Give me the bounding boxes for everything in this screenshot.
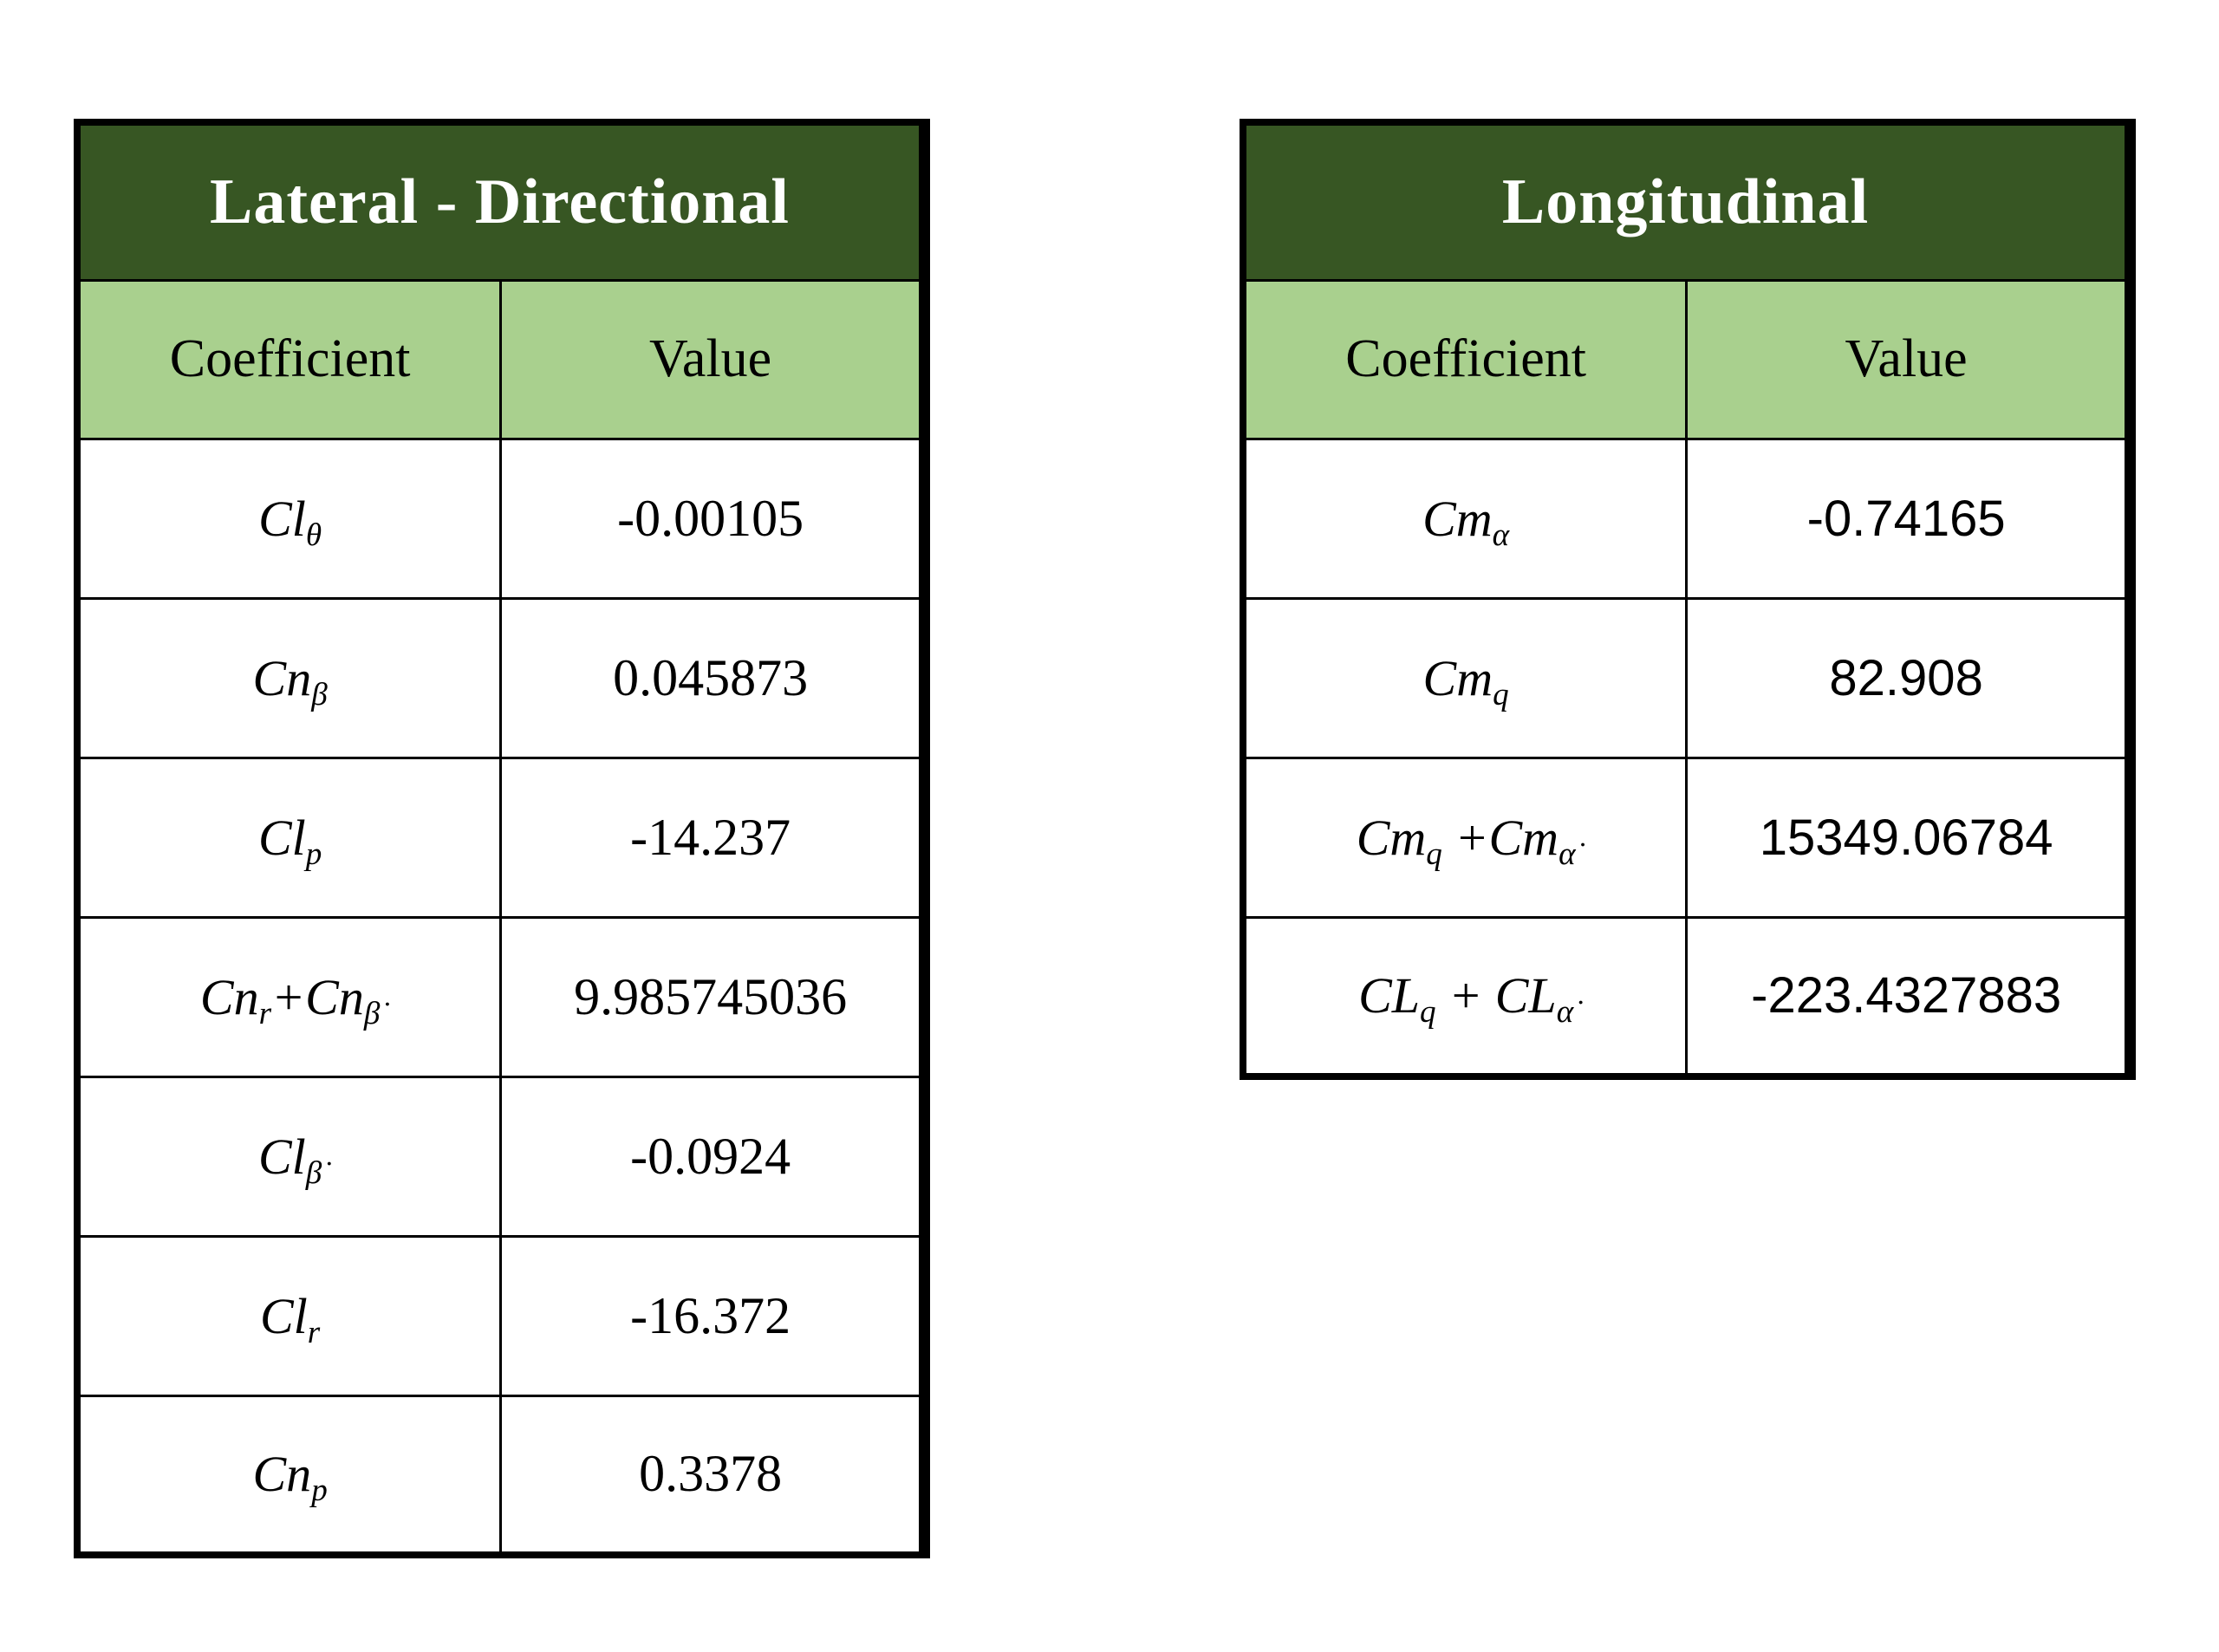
coefficient-cell: Clθ bbox=[75, 437, 503, 600]
table-body: Clθ -0.00105 Cnβ 0.045873 Clp -14.237 Cnr+Cnβ̇… bbox=[75, 437, 926, 1557]
table-header-row: Coefficient Value bbox=[75, 278, 926, 440]
lateral-directional-table: Lateral - Directional Coefficient Value … bbox=[74, 119, 930, 1558]
coefficient-cell: Clp bbox=[75, 756, 503, 919]
value-cell: 9.985745036 bbox=[499, 915, 926, 1078]
coefficient-cell: CLq + CLα̇ bbox=[1241, 915, 1689, 1078]
table-title: Longitudinal bbox=[1241, 120, 2131, 282]
value-cell: 15349.06784 bbox=[1685, 756, 2131, 919]
value-cell: -0.74165 bbox=[1685, 437, 2131, 600]
value-column-header: Value bbox=[499, 278, 926, 440]
table-row: Cmq 82.908 bbox=[1241, 596, 2131, 759]
table-body: Cmα -0.74165 Cmq 82.908 Cmq +Cmα̇ 15349.06784… bbox=[1241, 437, 2131, 1078]
table-title-row: Lateral - Directional bbox=[75, 120, 926, 282]
coefficient-column-header: Coefficient bbox=[75, 278, 503, 440]
table-row: Clp -14.237 bbox=[75, 756, 926, 919]
table-row: Clβ̇ -0.0924 bbox=[75, 1075, 926, 1238]
coefficient-cell: Cmα bbox=[1241, 437, 1689, 600]
coefficient-cell: Cnr+Cnβ̇ bbox=[75, 915, 503, 1078]
coefficient-cell: Cnβ bbox=[75, 596, 503, 759]
table-title: Lateral - Directional bbox=[75, 120, 926, 282]
coefficient-cell: Clr bbox=[75, 1234, 503, 1397]
table-title-row: Longitudinal bbox=[1241, 120, 2131, 282]
value-cell: -16.372 bbox=[499, 1234, 926, 1397]
table-row: Clr -16.372 bbox=[75, 1234, 926, 1397]
coefficient-cell: Clβ̇ bbox=[75, 1075, 503, 1238]
table-row: Cmα -0.74165 bbox=[1241, 437, 2131, 600]
value-cell: -223.4327883 bbox=[1685, 915, 2131, 1078]
value-column-header: Value bbox=[1685, 278, 2131, 440]
value-cell: 82.908 bbox=[1685, 596, 2131, 759]
value-cell: 0.3378 bbox=[499, 1394, 926, 1557]
value-cell: 0.045873 bbox=[499, 596, 926, 759]
coefficient-cell: Cmq +Cmα̇ bbox=[1241, 756, 1689, 919]
value-cell: -14.237 bbox=[499, 756, 926, 919]
value-cell: -0.00105 bbox=[499, 437, 926, 600]
table-header-row: Coefficient Value bbox=[1241, 278, 2131, 440]
coefficient-column-header: Coefficient bbox=[1241, 278, 1689, 440]
coefficient-cell: Cnp bbox=[75, 1394, 503, 1557]
table-row: Cmq +Cmα̇ 15349.06784 bbox=[1241, 756, 2131, 919]
table-row: CLq + CLα̇ -223.4327883 bbox=[1241, 915, 2131, 1078]
coefficient-cell: Cmq bbox=[1241, 596, 1689, 759]
table-row: Cnp 0.3378 bbox=[75, 1394, 926, 1557]
table-row: Clθ -0.00105 bbox=[75, 437, 926, 600]
longitudinal-table: Longitudinal Coefficient Value Cmα -0.741… bbox=[1240, 119, 2136, 1080]
table-row: Cnβ 0.045873 bbox=[75, 596, 926, 759]
table-row: Cnr+Cnβ̇ 9.985745036 bbox=[75, 915, 926, 1078]
value-cell: -0.0924 bbox=[499, 1075, 926, 1238]
